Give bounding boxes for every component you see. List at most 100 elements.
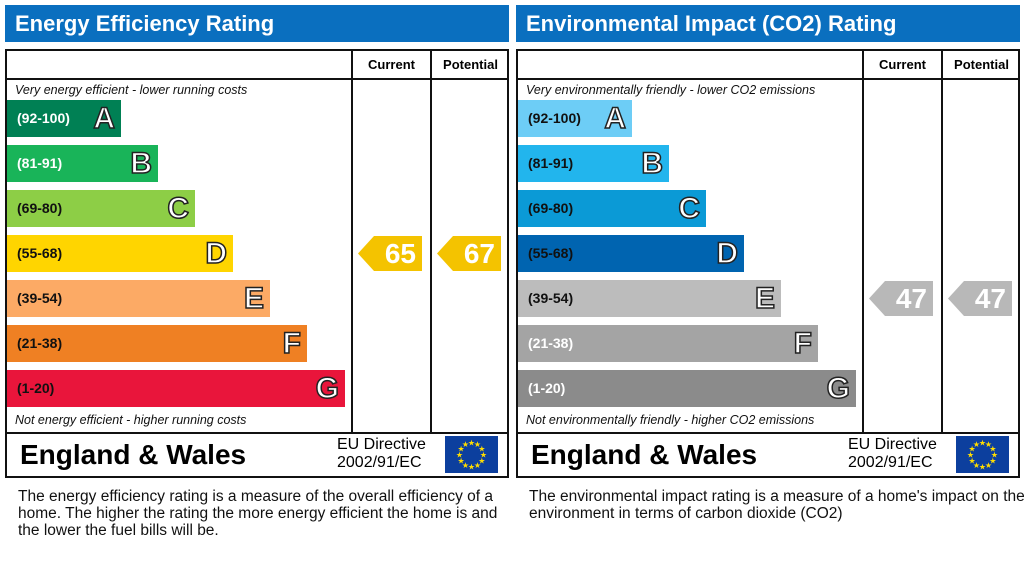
band-range: (55-68) <box>528 245 574 261</box>
potential-rating-arrow: 47 <box>948 281 1012 316</box>
current-rating-arrow: 47 <box>869 281 933 316</box>
region-label: England & Wales <box>20 439 247 470</box>
bottom-note: Not energy efficient - higher running co… <box>15 413 247 427</box>
eu-directive: EU Directive 2002/91/EC <box>337 436 426 472</box>
band-e-bar: (39-54) E <box>7 280 270 317</box>
band-d-bar: (55-68) D <box>518 235 744 272</box>
rating-table: Current Potential Very environmentally f… <box>516 49 1020 478</box>
band-letter: E <box>243 281 265 316</box>
band-range: (1-20) <box>17 380 55 396</box>
band-range: (81-91) <box>528 155 574 171</box>
potential-rating-arrow: 67 <box>437 236 501 271</box>
band-range: (55-68) <box>17 245 63 261</box>
svg-text:★: ★ <box>462 461 469 470</box>
band-letter: G <box>826 371 851 406</box>
panel-title: Environmental Impact (CO2) Rating <box>516 5 1020 42</box>
svg-text:★: ★ <box>478 457 485 466</box>
band-range: (21-38) <box>17 335 63 351</box>
potential-arrow-shape <box>437 236 501 271</box>
rating-description: The environmental impact rating is a mea… <box>529 488 1024 522</box>
environmental-impact-panel: Environmental Impact (CO2) Rating Curren… <box>516 0 1024 572</box>
band-range: (21-38) <box>528 335 574 351</box>
current-header: Current <box>368 57 415 72</box>
current-rating-value: 65 <box>384 238 416 269</box>
band-letter: A <box>604 101 627 136</box>
band-range: (39-54) <box>17 290 63 306</box>
svg-text:★: ★ <box>967 451 974 460</box>
rating-table: Current Potential Very energy efficient … <box>5 49 509 478</box>
svg-text:★: ★ <box>985 461 992 470</box>
band-range: (81-91) <box>17 155 63 171</box>
potential-rating-value: 67 <box>463 238 495 269</box>
directive-line1: EU Directive <box>848 436 937 453</box>
svg-text:★: ★ <box>456 451 463 460</box>
svg-text:★: ★ <box>991 451 998 460</box>
band-b-bar: (81-91) B <box>7 145 158 182</box>
svg-text:★: ★ <box>478 445 485 454</box>
band-range: (1-20) <box>528 380 566 396</box>
band-letter: E <box>754 281 776 316</box>
svg-text:★: ★ <box>979 463 986 472</box>
svg-text:★: ★ <box>462 440 469 449</box>
panel-title: Energy Efficiency Rating <box>5 5 509 42</box>
top-note: Very environmentally friendly - lower CO… <box>526 83 816 97</box>
svg-text:★: ★ <box>458 445 465 454</box>
directive-line2: 2002/91/EC <box>848 454 933 471</box>
band-letter: B <box>641 146 664 181</box>
potential-arrow-shape <box>948 281 1012 316</box>
region-label: England & Wales <box>531 439 758 470</box>
band-a-bar: (92-100) A <box>7 100 121 137</box>
band-letter: A <box>93 101 116 136</box>
svg-text:★: ★ <box>969 445 976 454</box>
svg-text:★: ★ <box>474 461 481 470</box>
svg-text:★: ★ <box>458 457 465 466</box>
current-arrow-shape <box>358 236 422 271</box>
eu-flag-icon: ★ ★ ★ ★ ★ ★ ★ ★ ★ ★ ★ ★ <box>956 436 1009 473</box>
svg-text:★: ★ <box>973 440 980 449</box>
svg-text:★: ★ <box>969 457 976 466</box>
potential-header: Potential <box>443 57 498 72</box>
band-range: (92-100) <box>528 110 581 126</box>
current-arrow-shape <box>869 281 933 316</box>
svg-text:★: ★ <box>468 439 475 448</box>
band-range: (92-100) <box>17 110 70 126</box>
svg-text:★: ★ <box>480 451 487 460</box>
eu-directive: EU Directive 2002/91/EC <box>848 436 937 472</box>
current-rating-value: 47 <box>895 283 927 314</box>
current-header: Current <box>879 57 926 72</box>
band-d-bar: (55-68) D <box>7 235 233 272</box>
energy-efficiency-panel: Energy Efficiency Rating Current Potenti… <box>5 0 510 572</box>
band-a-bar: (92-100) A <box>518 100 632 137</box>
band-range: (39-54) <box>528 290 574 306</box>
rating-description: The energy efficiency rating is a measur… <box>18 488 498 539</box>
band-letter: B <box>130 146 153 181</box>
svg-text:★: ★ <box>474 440 481 449</box>
band-c-bar: (69-80) C <box>7 190 195 227</box>
svg-text:★: ★ <box>979 439 986 448</box>
svg-text:★: ★ <box>973 461 980 470</box>
band-letter: D <box>205 236 228 271</box>
band-letter: C <box>167 191 190 226</box>
band-range: (69-80) <box>17 200 63 216</box>
directive-line2: 2002/91/EC <box>337 454 422 471</box>
band-c-bar: (69-80) C <box>518 190 706 227</box>
potential-rating-value: 47 <box>974 283 1006 314</box>
bottom-note: Not environmentally friendly - higher CO… <box>526 413 815 427</box>
band-letter: F <box>282 326 302 361</box>
directive-line1: EU Directive <box>337 436 426 453</box>
current-rating-arrow: 65 <box>358 236 422 271</box>
band-range: (69-80) <box>528 200 574 216</box>
svg-text:★: ★ <box>989 457 996 466</box>
potential-header: Potential <box>954 57 1009 72</box>
band-b-bar: (81-91) B <box>518 145 669 182</box>
svg-text:★: ★ <box>985 440 992 449</box>
top-note: Very energy efficient - lower running co… <box>15 83 248 97</box>
band-letter: G <box>315 371 340 406</box>
band-letter: F <box>793 326 813 361</box>
svg-text:★: ★ <box>468 463 475 472</box>
band-g-bar: (1-20) G <box>7 370 345 407</box>
band-f-bar: (21-38) F <box>7 325 307 362</box>
eu-flag-icon: ★ ★ ★ ★ ★ ★ ★ ★ ★ ★ ★ ★ <box>445 436 498 473</box>
band-letter: C <box>678 191 701 226</box>
band-e-bar: (39-54) E <box>518 280 781 317</box>
